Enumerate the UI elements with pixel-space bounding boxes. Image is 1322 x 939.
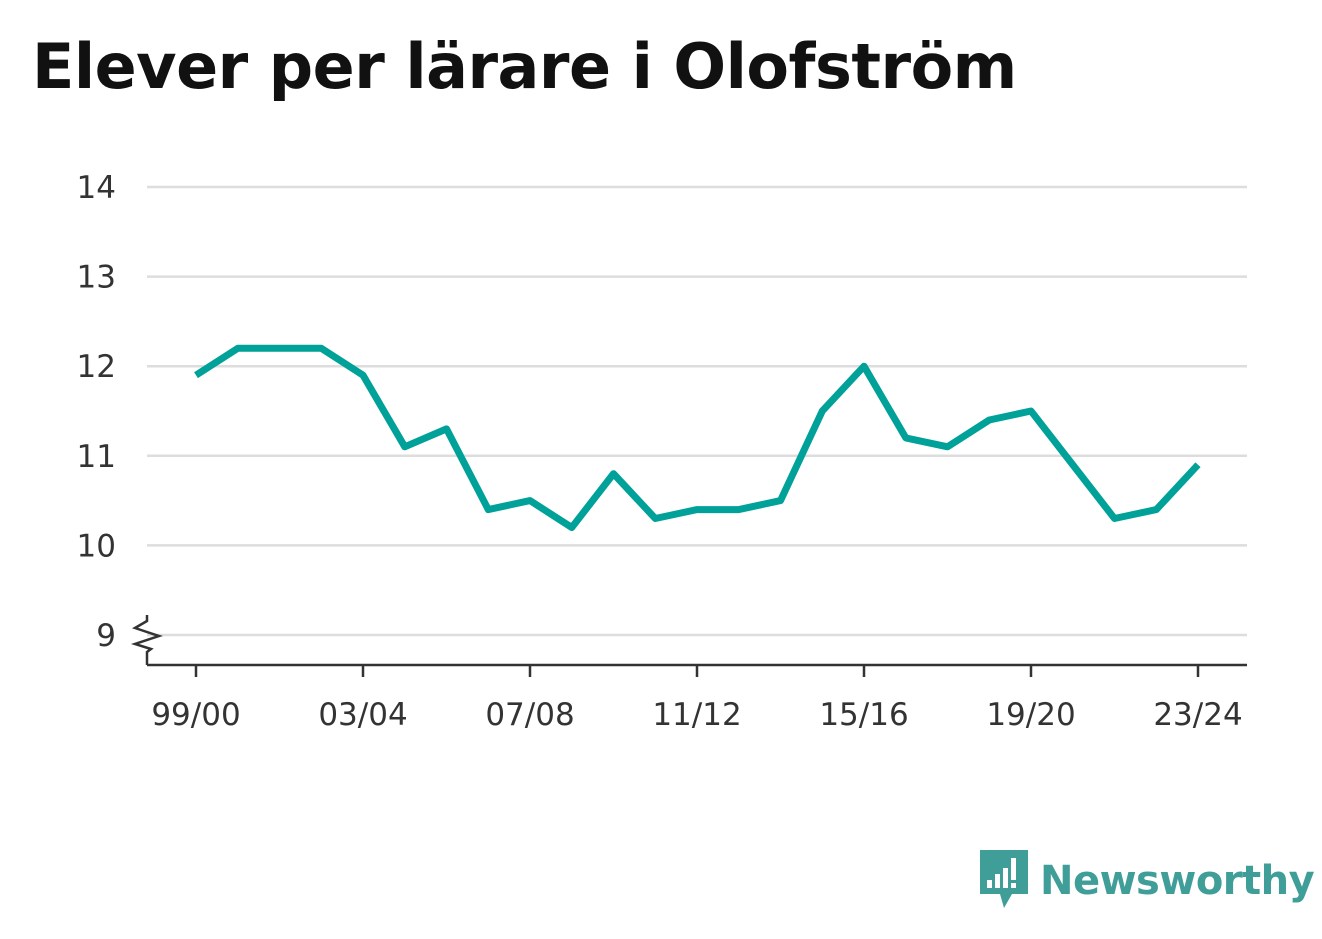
x-tick-label: 03/04 — [318, 697, 407, 733]
newsworthy-logo: Newsworthy — [980, 850, 1315, 912]
y-tick-label: 11 — [77, 439, 116, 475]
x-tick-label: 11/12 — [652, 697, 741, 733]
logo-text: Newsworthy — [1040, 858, 1315, 904]
x-tick-label: 07/08 — [485, 697, 574, 733]
y-tick-label: 12 — [77, 349, 116, 385]
newsworthy-bar-chart-icon — [980, 850, 1028, 908]
x-tick-label: 99/00 — [151, 697, 240, 733]
y-tick-label: 14 — [77, 170, 116, 206]
x-tick-label: 15/16 — [819, 697, 908, 733]
series-line — [194, 344, 1201, 531]
chart-title: Elever per lärare i Olofström — [32, 30, 1017, 103]
y-tick-label: 13 — [77, 260, 116, 296]
y-axis-break — [130, 615, 163, 665]
y-tick-label: 10 — [77, 528, 116, 564]
x-tick-label: 19/20 — [986, 697, 1075, 733]
y-tick-label: 9 — [96, 618, 116, 654]
x-tick-label: 23/24 — [1153, 697, 1242, 733]
